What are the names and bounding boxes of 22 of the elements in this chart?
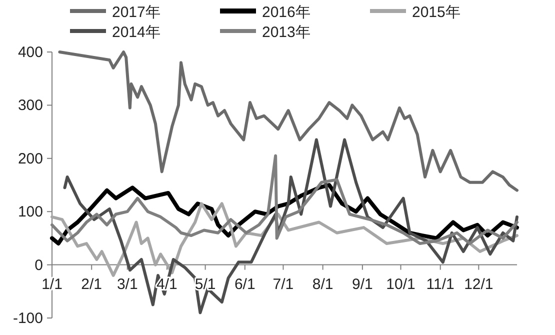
x-tick-label: 2/1 bbox=[81, 276, 102, 293]
legend-label: 2016年 bbox=[262, 4, 310, 21]
legend-label: 2014年 bbox=[112, 24, 160, 41]
x-tick-label: 7/1 bbox=[272, 276, 294, 293]
y-tick-label: 200 bbox=[18, 150, 43, 168]
x-tick-label: 11/1 bbox=[426, 276, 454, 293]
x-tick-label: 3/1 bbox=[116, 276, 138, 293]
x-tick-label: 12/1 bbox=[464, 276, 494, 293]
legend-label: 2015年 bbox=[412, 4, 460, 21]
x-tick-label: 6/1 bbox=[234, 276, 256, 293]
y-tick-label: 300 bbox=[18, 97, 43, 114]
legend-label: 2013年 bbox=[262, 24, 310, 41]
y-tick-label: 100 bbox=[18, 204, 43, 221]
x-tick-label: 8/1 bbox=[312, 276, 334, 293]
x-tick-label: 10/1 bbox=[386, 276, 416, 293]
y-tick-label: 0 bbox=[34, 256, 43, 274]
y-tick-label: -100 bbox=[12, 310, 43, 327]
line-series bbox=[63, 138, 518, 314]
y-tick-label: 400 bbox=[18, 44, 43, 61]
x-tick-label: 9/1 bbox=[352, 276, 373, 293]
legend-label: 2017年 bbox=[112, 4, 160, 21]
line-series bbox=[58, 50, 518, 192]
